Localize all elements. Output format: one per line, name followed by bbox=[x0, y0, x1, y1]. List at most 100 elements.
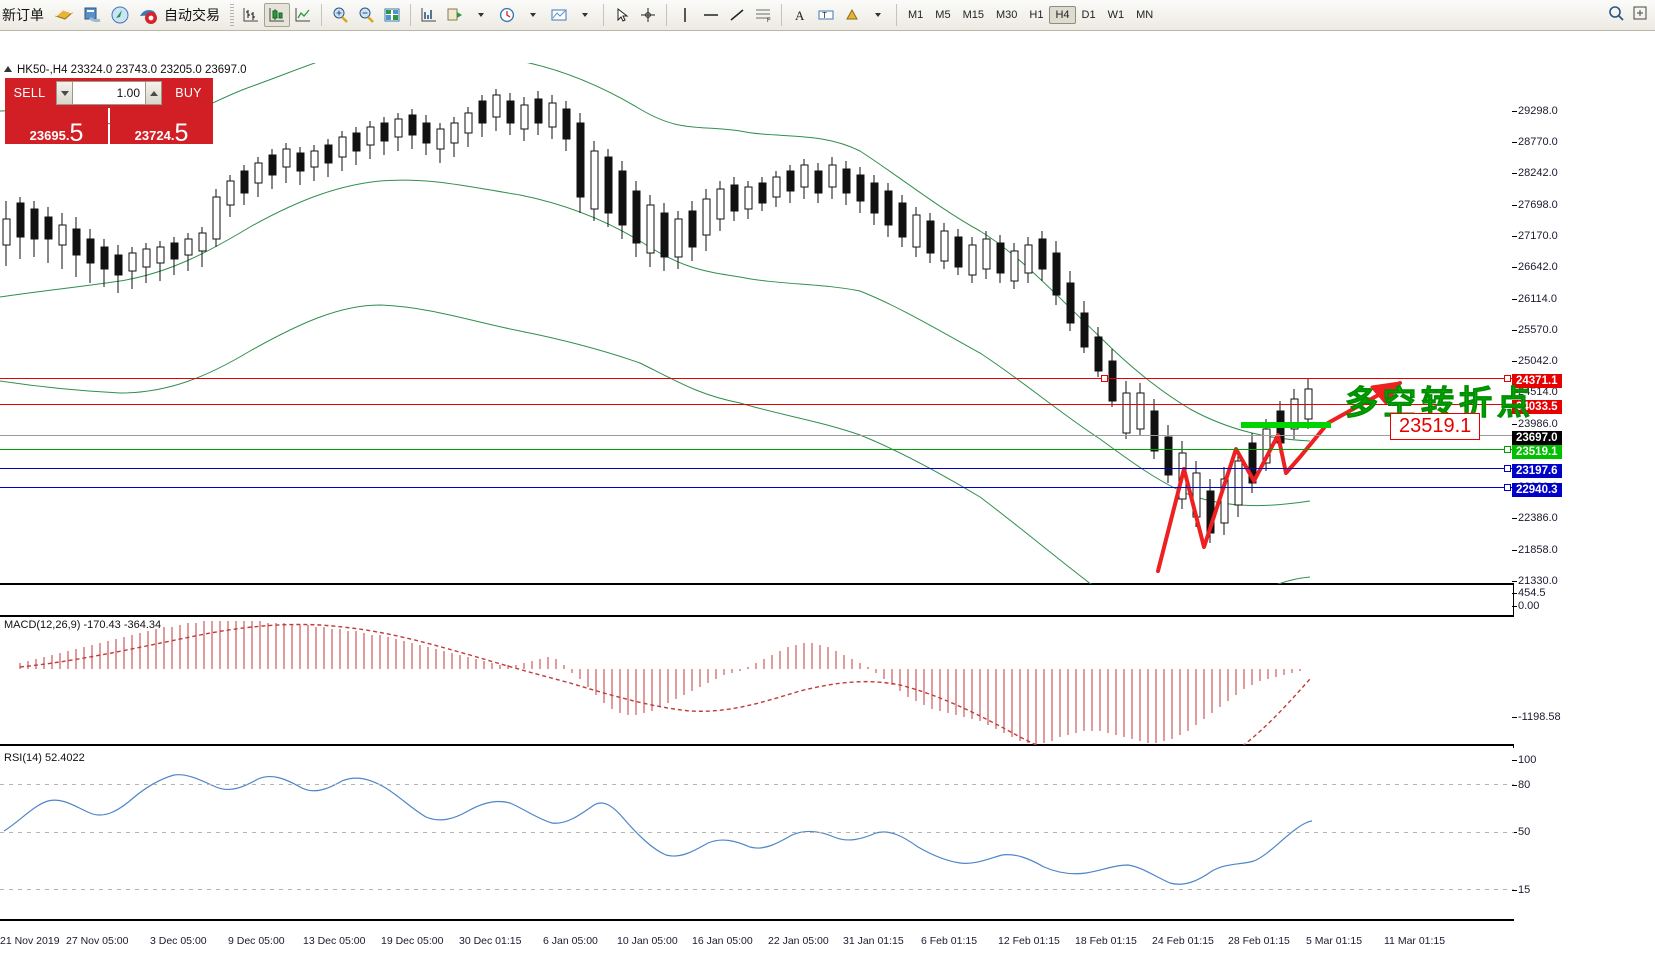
shapes-icon[interactable] bbox=[839, 3, 865, 27]
chevron-down-icon-4[interactable] bbox=[865, 3, 891, 27]
time-tick: 6 Feb 01:15 bbox=[921, 935, 978, 947]
buy-price-int: 23724 bbox=[134, 128, 171, 143]
price-tick: 29298.0 bbox=[1512, 105, 1558, 117]
rsi-tick-80: 80 bbox=[1511, 779, 1531, 791]
price-tag-support-1[interactable]: 23197.6 bbox=[1512, 464, 1562, 478]
templates-icon[interactable] bbox=[442, 3, 468, 27]
chevron-down-icon-2[interactable] bbox=[520, 3, 546, 27]
macd-panel[interactable] bbox=[0, 615, 1514, 746]
tile-windows-icon[interactable] bbox=[379, 3, 405, 27]
timeframe-h1[interactable]: H1 bbox=[1029, 9, 1044, 21]
chart-area[interactable]: HK50-,H4 23324.0 23743.0 23205.0 23697.0… bbox=[0, 31, 1655, 954]
rsi-tick-15: 15 bbox=[1511, 884, 1531, 896]
hline-icon[interactable] bbox=[698, 3, 724, 27]
resistance-anchor-1b[interactable] bbox=[1504, 375, 1511, 382]
support-anchor-2[interactable] bbox=[1504, 484, 1511, 491]
text-icon[interactable]: A bbox=[787, 3, 813, 27]
crosshair-icon[interactable] bbox=[635, 3, 661, 27]
support-line-1[interactable] bbox=[0, 468, 1514, 469]
target-line[interactable] bbox=[0, 449, 1514, 450]
support-anchor-1[interactable] bbox=[1504, 465, 1511, 472]
price-tick: 21858.0 bbox=[1512, 544, 1558, 556]
timeframe-mn[interactable]: MN bbox=[1136, 9, 1154, 21]
price-tag-last[interactable]: 23697.0 bbox=[1512, 431, 1562, 445]
svg-text:T: T bbox=[822, 11, 827, 20]
timeframe-w1[interactable]: W1 bbox=[1107, 9, 1125, 21]
price-tick: 21330.0 bbox=[1512, 575, 1558, 587]
volume-decrease-button[interactable] bbox=[56, 81, 73, 105]
rsi-panel[interactable] bbox=[0, 748, 1514, 921]
chevron-down-icon[interactable] bbox=[468, 3, 494, 27]
price-tick: 25042.0 bbox=[1512, 355, 1558, 367]
sell-button[interactable]: SELL bbox=[5, 78, 54, 108]
time-axis[interactable]: 21 Nov 2019 27 Nov 05:00 3 Dec 05:00 9 D… bbox=[0, 921, 1514, 954]
collapse-triangle-icon[interactable] bbox=[4, 66, 12, 72]
price-tag-target[interactable]: 23519.1 bbox=[1512, 445, 1562, 459]
time-tick: 22 Jan 05:00 bbox=[768, 935, 829, 947]
indicators-icon[interactable] bbox=[416, 3, 442, 27]
expand-icon[interactable] bbox=[1631, 4, 1649, 27]
volume-input[interactable]: 1.00 bbox=[73, 81, 145, 105]
time-tick: 10 Jan 05:00 bbox=[617, 935, 678, 947]
price-tick: 26642.0 bbox=[1512, 261, 1558, 273]
fibo-icon[interactable]: F bbox=[750, 3, 776, 27]
toolbar-separator-4 bbox=[666, 4, 667, 26]
timeframe-m15[interactable]: M15 bbox=[962, 9, 984, 21]
time-tick: 16 Jan 05:00 bbox=[692, 935, 753, 947]
toolbar-grip[interactable] bbox=[230, 4, 234, 26]
price-chart-panel[interactable] bbox=[0, 63, 1514, 585]
textlabel-icon[interactable]: T bbox=[813, 3, 839, 27]
price-tag-resistance-1[interactable]: 24371.1 bbox=[1512, 374, 1562, 388]
candlestick-chart-icon[interactable] bbox=[264, 3, 290, 27]
volume-stepper[interactable]: 1.00 bbox=[54, 78, 164, 108]
timeframe-m30[interactable]: M30 bbox=[995, 9, 1018, 21]
resistance-line-2[interactable] bbox=[0, 404, 1514, 405]
symbol-info: HK50-,H4 23324.0 23743.0 23205.0 23697.0 bbox=[4, 64, 247, 76]
data-window-icon[interactable] bbox=[81, 4, 103, 26]
macd-tick-min: -1198.58 bbox=[1512, 711, 1561, 723]
objects-icon[interactable] bbox=[546, 3, 572, 27]
trendline-icon[interactable] bbox=[724, 3, 750, 27]
rsi-level-15-line bbox=[0, 889, 1514, 890]
buy-button[interactable]: BUY bbox=[164, 78, 213, 108]
line-chart-icon[interactable] bbox=[290, 3, 316, 27]
time-tick: 13 Dec 05:00 bbox=[303, 935, 366, 947]
target-anchor[interactable] bbox=[1504, 446, 1511, 453]
sell-price[interactable]: 23695. 5 bbox=[5, 108, 108, 146]
vline-icon[interactable] bbox=[672, 3, 698, 27]
zoom-out-icon[interactable] bbox=[353, 3, 379, 27]
time-tick: 12 Feb 01:15 bbox=[998, 935, 1060, 947]
resistance-anchor-1[interactable] bbox=[1101, 375, 1108, 382]
bar-chart-icon[interactable] bbox=[238, 3, 264, 27]
price-tick: 25570.0 bbox=[1512, 324, 1558, 336]
price-tick: 22386.0 bbox=[1512, 512, 1558, 524]
timeframe-h4[interactable]: H4 bbox=[1049, 6, 1076, 24]
zoom-in-icon[interactable] bbox=[327, 3, 353, 27]
resistance-line-1[interactable] bbox=[0, 378, 1514, 379]
auto-trading-icon[interactable] bbox=[137, 4, 159, 26]
cursor-icon[interactable] bbox=[609, 3, 635, 27]
chevron-down-icon-3[interactable] bbox=[572, 3, 598, 27]
price-tick: 27170.0 bbox=[1512, 230, 1558, 242]
time-tick: 3 Dec 05:00 bbox=[150, 935, 207, 947]
timeframe-m5[interactable]: M5 bbox=[935, 9, 951, 21]
timeframe-d1[interactable]: D1 bbox=[1081, 9, 1096, 21]
search-icon[interactable] bbox=[1607, 4, 1625, 27]
time-tick: 31 Jan 01:15 bbox=[843, 935, 904, 947]
periods-icon[interactable] bbox=[494, 3, 520, 27]
market-watch-icon[interactable] bbox=[53, 4, 75, 26]
price-axis[interactable]: 29298.0 28770.0 28242.0 27698.0 27170.0 … bbox=[1511, 63, 1655, 953]
volume-increase-button[interactable] bbox=[145, 81, 162, 105]
support-line-2[interactable] bbox=[0, 487, 1514, 488]
price-tag-resistance-2[interactable]: 24033.5 bbox=[1512, 400, 1562, 414]
navigator-icon[interactable] bbox=[109, 4, 131, 26]
time-tick: 9 Dec 05:00 bbox=[228, 935, 285, 947]
price-tag-support-2[interactable]: 22940.3 bbox=[1512, 483, 1562, 497]
timeframe-m1[interactable]: M1 bbox=[908, 9, 924, 21]
target-price-label: 23519.1 bbox=[1390, 413, 1481, 440]
one-click-trading-box[interactable]: SELL 1.00 BUY 23695. 5 23724. 5 bbox=[5, 78, 213, 146]
new-order-button[interactable]: 新订单 bbox=[2, 7, 44, 23]
buy-price[interactable]: 23724. 5 bbox=[110, 108, 213, 146]
auto-trading-button[interactable]: 自动交易 bbox=[164, 7, 220, 23]
toolbar-separator bbox=[321, 4, 322, 26]
